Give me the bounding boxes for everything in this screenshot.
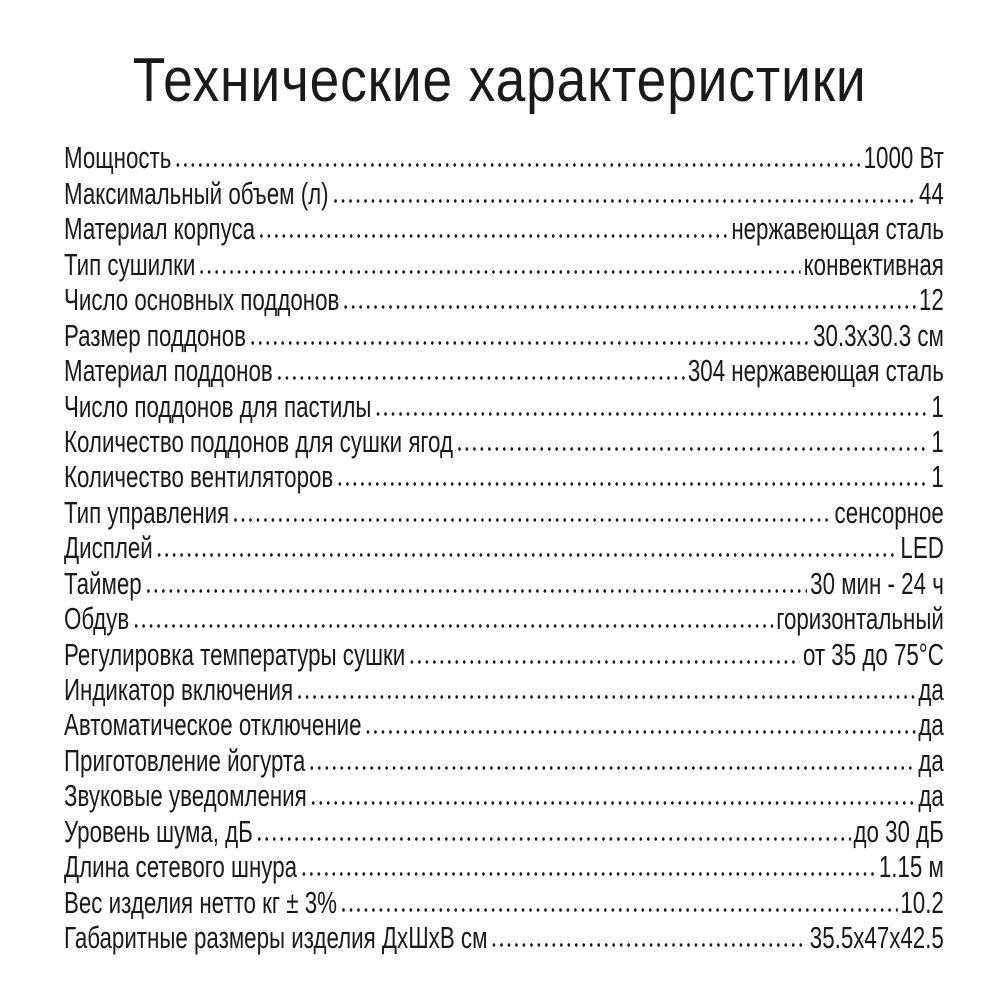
dotted-leader — [339, 884, 898, 920]
spec-value: да — [918, 707, 944, 743]
dotted-leader — [255, 813, 851, 849]
dotted-leader — [257, 211, 729, 247]
spec-label: Дисплей — [64, 530, 153, 566]
spec-label: Тип сушилки — [64, 246, 196, 282]
spec-label: Материал поддонов — [64, 353, 273, 389]
spec-list: Мощность 1000 Вт Максимальный объем (л) 44 М… — [64, 140, 944, 956]
spec-label: Размер поддонов — [64, 317, 246, 353]
dotted-leader — [331, 175, 917, 211]
dotted-leader — [174, 140, 861, 176]
spec-row: Материал корпуса нержавеющая сталь — [64, 211, 944, 247]
dotted-leader — [198, 246, 801, 282]
spec-value: 44 — [919, 175, 944, 211]
dotted-leader — [490, 920, 807, 956]
spec-row: Дисплей LED — [64, 530, 944, 566]
spec-value: 35.5x47x42.5 — [809, 920, 944, 956]
dotted-leader — [309, 778, 916, 814]
spec-value: 30 мин - 24 ч — [810, 565, 944, 601]
spec-value: сенсорное — [834, 494, 944, 530]
spec-row: Уровень шума, дБ до 30 дБ — [64, 813, 944, 849]
spec-row: Обдув горизонтальный — [64, 601, 944, 637]
spec-row: Звуковые уведомления да — [64, 778, 944, 814]
dotted-leader — [155, 530, 898, 566]
spec-value: 30.3x30.3 см — [813, 317, 944, 353]
spec-value: да — [918, 742, 944, 778]
spec-value: да — [918, 778, 944, 814]
spec-row: Габаритные размеры изделия ДхШхВ см 35.5x… — [64, 920, 944, 956]
spec-row: Число основных поддонов 12 — [64, 282, 944, 318]
spec-label: Число поддонов для пастилы — [64, 388, 372, 424]
spec-row: Тип сушилки конвективная — [64, 246, 944, 282]
spec-label: Тип управления — [64, 494, 230, 530]
spec-label: Приготовление йогурта — [64, 742, 306, 778]
spec-label: Автоматическое отключение — [64, 707, 362, 743]
dotted-leader — [308, 742, 916, 778]
spec-label: Максимальный объем (л) — [64, 175, 329, 211]
spec-value: горизонтальный — [776, 601, 944, 637]
spec-row: Число поддонов для пастилы 1 — [64, 388, 944, 424]
dotted-leader — [248, 317, 811, 353]
spec-value: нержавеющая сталь — [731, 211, 944, 247]
spec-value: 304 нержавеющая сталь — [687, 353, 944, 389]
spec-label: Обдув — [64, 601, 130, 637]
dotted-leader — [455, 423, 929, 459]
spec-value: 1 — [931, 388, 944, 424]
spec-row: Количество вентиляторов 1 — [64, 459, 944, 495]
spec-value: 1.15 м — [878, 849, 944, 885]
dotted-leader — [342, 282, 917, 318]
spec-row: Таймер 30 мин - 24 ч — [64, 565, 944, 601]
dotted-leader — [132, 601, 774, 637]
spec-label: Материал корпуса — [64, 211, 256, 247]
dotted-leader — [144, 565, 808, 601]
spec-row: Размер поддонов 30.3x30.3 см — [64, 317, 944, 353]
spec-label: Число основных поддонов — [64, 282, 340, 318]
dotted-leader — [295, 672, 916, 707]
page-title-text: Технические характеристики — [133, 46, 867, 115]
spec-value: 10.2 — [900, 884, 944, 920]
spec-label: Количество вентиляторов — [64, 459, 334, 495]
dotted-leader — [336, 459, 929, 495]
dotted-leader — [364, 707, 916, 743]
spec-row: Количество поддонов для сушки ягод 1 — [64, 423, 944, 459]
spec-value: LED — [900, 530, 944, 566]
spec-label: Уровень шума, дБ — [64, 813, 253, 849]
page-title: Технические характеристики — [0, 46, 1000, 116]
spec-label: Таймер — [64, 565, 142, 601]
spec-label: Регулировка температуры сушки — [64, 636, 406, 672]
spec-row: Мощность 1000 Вт — [64, 140, 944, 176]
spec-value: да — [918, 672, 944, 707]
spec-value: конвективная — [803, 246, 944, 282]
spec-row: Длина сетевого шнура 1.15 м — [64, 849, 944, 885]
spec-row: Регулировка температуры сушки от 35 до 75… — [64, 636, 944, 672]
spec-row: Тип управления сенсорное — [64, 494, 944, 530]
spec-row: Максимальный объем (л) 44 — [64, 175, 944, 211]
spec-row: Автоматическое отключение да — [64, 707, 944, 743]
spec-row: Индикатор включения да — [64, 672, 944, 707]
spec-value: от 35 до 75°С — [802, 636, 944, 672]
spec-label: Звуковые уведомления — [64, 778, 307, 814]
spec-label: Мощность — [64, 140, 172, 176]
spec-value: 1000 Вт — [863, 140, 944, 176]
dotted-leader — [374, 388, 929, 424]
spec-value: 12 — [919, 282, 944, 318]
spec-value: 1 — [931, 423, 944, 459]
spec-row: Материал поддонов 304 нержавеющая сталь — [64, 353, 944, 389]
spec-label: Габаритные размеры изделия ДхШхВ см — [64, 920, 488, 956]
dotted-leader — [232, 494, 832, 530]
dotted-leader — [408, 636, 801, 672]
spec-label: Вес изделия нетто кг ± 3% — [64, 884, 337, 920]
spec-label: Индикатор включения — [64, 672, 294, 707]
dotted-leader — [275, 353, 685, 389]
spec-label: Количество поддонов для сушки ягод — [64, 423, 454, 459]
spec-value: 1 — [931, 459, 944, 495]
dotted-leader — [299, 849, 876, 885]
spec-row: Вес изделия нетто кг ± 3% 10.2 — [64, 884, 944, 920]
spec-value: до 30 дБ — [853, 813, 944, 849]
spec-label: Длина сетевого шнура — [64, 849, 298, 885]
spec-row: Приготовление йогурта да — [64, 742, 944, 778]
